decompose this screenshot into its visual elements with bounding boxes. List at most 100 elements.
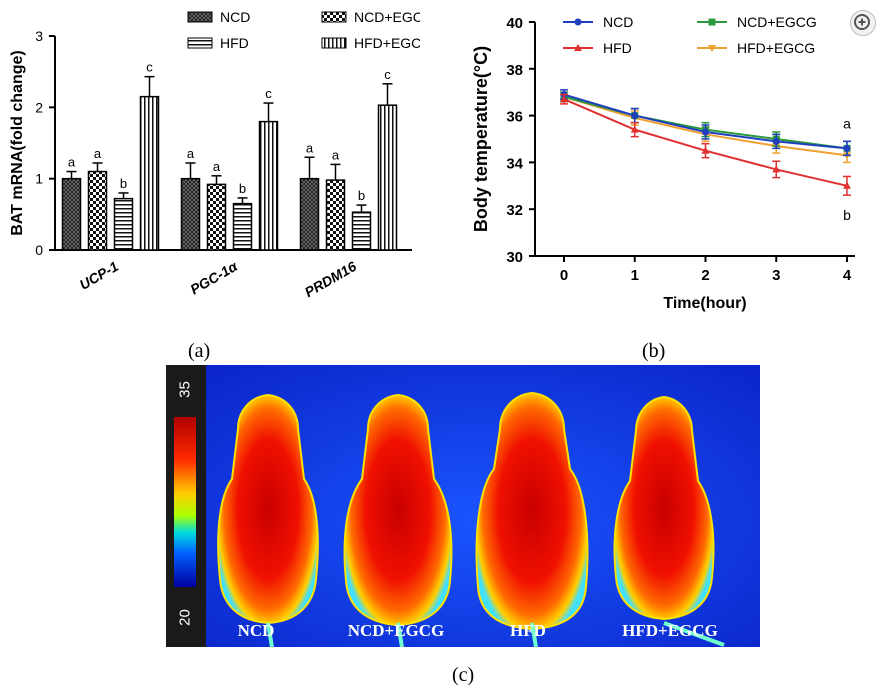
significance-letter: a: [187, 146, 195, 161]
thermal-image: 35 20 NCD NCD+EGCG HFD HFD+EGCG: [166, 365, 760, 647]
mouse-body: [475, 391, 589, 631]
x-tick-label: 2: [701, 267, 709, 284]
panel-label-c: (c): [452, 664, 475, 686]
bars: a a b c UCP-1 a a b c PGC-1α a a b c PRDM16: [61, 60, 398, 300]
significance-letter: b: [120, 176, 127, 191]
data-point: [631, 112, 639, 120]
category-label: PGC-1α: [187, 257, 241, 297]
bar: [61, 177, 82, 251]
data-point: [708, 18, 716, 26]
bar: [113, 197, 134, 251]
legend-label: NCD: [603, 14, 633, 30]
scale-max-label: 35: [176, 381, 194, 398]
significance-letter: a: [332, 147, 340, 162]
y-axis-label: Body temperature(°C): [471, 46, 491, 232]
data-point: [574, 18, 582, 26]
panel-label-a: (a): [188, 340, 211, 362]
legend-swatch: [187, 37, 213, 49]
significance-letter: a: [306, 140, 314, 155]
mice: [217, 391, 725, 647]
mouse-thermal: [475, 391, 589, 647]
category-label: PRDM16: [302, 258, 359, 300]
significance-letter: a: [94, 146, 102, 161]
zoom-in-icon: [854, 14, 870, 30]
legend-label: NCD: [220, 9, 250, 25]
bar-chart-bat-mrna: NCD NCD+EGCG HFD HFD+EGCG 0 1 2 3 BAT mRNA(fold…: [9, 9, 420, 300]
significance-letter: a: [213, 159, 221, 174]
legend-swatch: [321, 37, 347, 49]
bar: [206, 183, 227, 251]
data-point: [772, 165, 781, 173]
bar: [377, 104, 398, 251]
y-tick-label: 36: [506, 109, 523, 126]
x-axis-label: Time(hour): [663, 295, 746, 312]
bar: [299, 177, 320, 251]
legend: NCD NCD+EGCG HFD HFD+EGCG: [563, 14, 817, 56]
mouse-tail: [663, 621, 725, 647]
legend-label: NCD+EGCG: [737, 14, 817, 30]
mouse-tail: [266, 622, 274, 647]
mouse-tail: [530, 622, 538, 647]
mouse-body: [217, 393, 319, 625]
significance-letter: c: [384, 67, 391, 82]
y-tick-label: 2: [35, 99, 43, 115]
significance-letter: c: [146, 60, 153, 75]
data-point: [630, 125, 639, 133]
legend-label: HFD: [220, 35, 249, 51]
data-point: [843, 181, 851, 189]
x-tick-label: 1: [631, 267, 639, 284]
bar: [87, 170, 108, 251]
annotation-a: a: [843, 115, 851, 131]
bar: [232, 202, 253, 251]
zoom-in-button[interactable]: [850, 10, 876, 36]
thermal-label: HFD+EGCG: [622, 621, 718, 640]
legend-swatch: [321, 11, 347, 23]
y-tick-label: 32: [506, 202, 523, 219]
y-tick-label: 3: [35, 28, 43, 44]
data-point: [708, 45, 716, 52]
legend: NCD NCD+EGCG HFD HFD+EGCG: [187, 9, 420, 51]
y-tick-label: 34: [506, 155, 523, 172]
mouse-body: [343, 393, 453, 627]
x-tick-label: 4: [843, 267, 852, 284]
y-tick-label: 1: [35, 171, 43, 187]
category-label: UCP-1: [77, 258, 122, 293]
data-point: [843, 144, 851, 152]
significance-letter: a: [68, 155, 76, 170]
bar: [258, 120, 279, 251]
x-tick-label: 0: [560, 267, 568, 284]
thermal-label: NCD: [237, 621, 275, 640]
legend-label: HFD: [603, 40, 632, 56]
data-point: [702, 128, 709, 136]
legend-label: HFD+EGCG: [354, 35, 420, 51]
data-point: [772, 137, 780, 145]
bar: [180, 177, 201, 251]
y-axis-label: BAT mRNA(fold change): [9, 50, 26, 235]
series-lines: ab: [560, 89, 851, 223]
y-tick-label: 30: [506, 249, 523, 266]
bar: [139, 95, 160, 251]
mouse-thermal: [613, 395, 725, 647]
significance-letter: b: [239, 181, 246, 196]
bar: [325, 179, 346, 251]
y-tick-label: 38: [506, 62, 523, 79]
mouse-thermal: [343, 393, 453, 647]
data-point: [574, 44, 582, 51]
data-point: [560, 95, 568, 103]
x-tick-label: 3: [772, 267, 780, 284]
legend-label: NCD+EGCG: [354, 9, 420, 25]
annotation-b: b: [843, 207, 851, 223]
significance-letter: b: [358, 188, 365, 203]
y-tick-label: 40: [506, 15, 523, 32]
mouse-body: [613, 395, 715, 621]
thermal-label: NCD+EGCG: [347, 621, 445, 640]
mouse-tail: [396, 622, 404, 647]
bar: [351, 211, 372, 251]
significance-letter: c: [265, 86, 272, 101]
legend-label: HFD+EGCG: [737, 40, 815, 56]
mouse-thermal: [217, 393, 319, 647]
y-tick-label: 0: [35, 242, 43, 258]
panel-label-b: (b): [642, 340, 666, 362]
